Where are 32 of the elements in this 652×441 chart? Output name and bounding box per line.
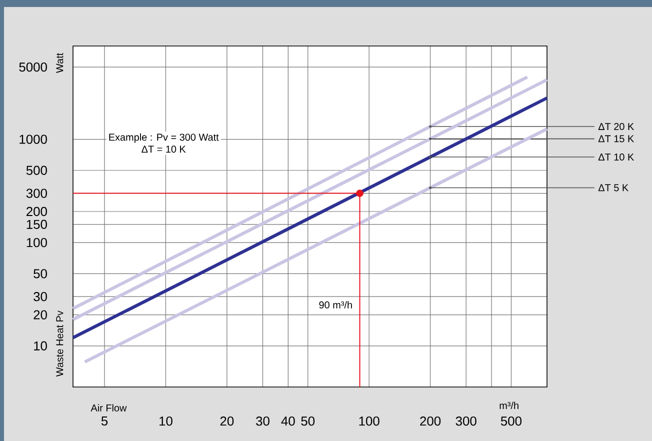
text: ΔT 15 K [598, 135, 634, 142]
text: ΔT 20 K [598, 122, 634, 130]
y-tick-label: 300 [26, 188, 47, 198]
y-tick-label: 10 [34, 341, 47, 350]
annotation: 90 m³/h [319, 301, 352, 308]
x-tick-label: 20 [220, 416, 234, 426]
text: Watt [56, 52, 64, 73]
y-tick-label: 500 [26, 166, 47, 175]
annotation: Example : Pv = 300 Watt [109, 133, 219, 143]
x-tick-label: 100 [359, 416, 380, 426]
y-tick-label: 200 [26, 206, 47, 216]
y-tick-label: 1000 [20, 134, 47, 144]
annotation: ΔT = 10 K [142, 146, 186, 153]
x-tick-label: 10 [160, 416, 172, 426]
y-tick-label: 5000 [19, 62, 47, 72]
y-tick-label: 100 [26, 238, 47, 248]
y-tick-label: 150 [26, 220, 47, 229]
x-tick-label: 30 [256, 416, 270, 426]
y-tick-label: 30 [34, 292, 47, 302]
y-tick-label: 20 [34, 310, 47, 320]
text: ΔT 5 K [598, 184, 628, 192]
x-tick-label: 5 [101, 416, 108, 426]
x-tick-label: 300 [456, 416, 476, 426]
x-tick-label: 500 [500, 416, 522, 426]
y-tick-label: 50 [34, 269, 47, 278]
y-axis-title: Waste Heat Pv [56, 310, 64, 377]
x-tick-label: 40 [281, 416, 295, 426]
text: ΔT 10 K [598, 154, 634, 161]
text: m³/h [500, 402, 518, 410]
x-tick-label: 50 [301, 416, 315, 426]
x-axis-title: Air Flow [90, 404, 127, 412]
x-tick-label: 200 [420, 416, 441, 426]
